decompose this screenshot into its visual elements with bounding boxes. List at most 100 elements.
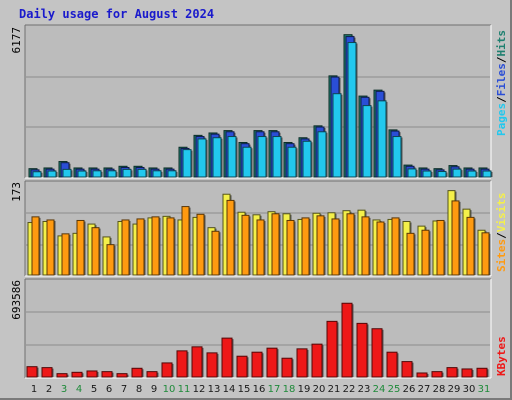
pages-bar-14 bbox=[227, 136, 237, 178]
kbytes-bar-3 bbox=[56, 373, 68, 378]
kbytes-bar-15 bbox=[236, 355, 248, 378]
pages-bar-1 bbox=[32, 171, 42, 178]
legend-separator: / bbox=[495, 232, 508, 239]
pages-bar-9 bbox=[152, 170, 162, 178]
x-tick-label-3: 3 bbox=[61, 384, 67, 395]
x-tick-label-17: 17 bbox=[268, 384, 281, 395]
x-tick-label-13: 13 bbox=[208, 384, 221, 395]
pages-bar-22 bbox=[347, 42, 357, 178]
sites-bar-19 bbox=[301, 217, 310, 276]
kbytes-bar-28 bbox=[431, 371, 443, 378]
sites-bar-9 bbox=[151, 216, 160, 276]
kbytes-bar-21 bbox=[326, 320, 338, 378]
pages-bar-30 bbox=[467, 170, 477, 178]
kbytes-bar-31 bbox=[476, 367, 488, 378]
sites-bar-22 bbox=[346, 213, 355, 276]
kbytes-bar-25 bbox=[386, 351, 398, 378]
y-scale-max-kbytes: 693586 bbox=[10, 280, 23, 320]
sites-bar-30 bbox=[466, 216, 475, 276]
sites-bar-11 bbox=[181, 206, 190, 276]
kbytes-bar-14 bbox=[221, 337, 233, 378]
x-tick-label-7: 7 bbox=[121, 384, 127, 395]
kbytes-bar-5 bbox=[86, 370, 98, 378]
kbytes-bar-27 bbox=[416, 372, 428, 378]
x-tick-label-14: 14 bbox=[223, 384, 236, 395]
sites-bar-25 bbox=[391, 217, 400, 276]
x-tick-label-1: 1 bbox=[31, 384, 37, 395]
pages-bar-19 bbox=[302, 140, 312, 178]
legend-files: Files bbox=[495, 63, 508, 96]
x-tick-label-23: 23 bbox=[358, 384, 371, 395]
x-tick-label-28: 28 bbox=[433, 384, 446, 395]
x-tick-label-21: 21 bbox=[328, 384, 341, 395]
x-tick-label-20: 20 bbox=[313, 384, 326, 395]
legend-visits-sites: Sites/Visits bbox=[495, 193, 508, 273]
x-tick-label-22: 22 bbox=[343, 384, 356, 395]
sites-bar-3 bbox=[61, 233, 70, 276]
kbytes-bar-23 bbox=[356, 322, 368, 378]
x-tick-label-29: 29 bbox=[448, 384, 461, 395]
sites-bar-24 bbox=[376, 221, 385, 276]
sites-bar-31 bbox=[481, 232, 490, 276]
pages-bar-12 bbox=[197, 138, 207, 178]
pages-bar-24 bbox=[377, 100, 387, 178]
x-tick-label-8: 8 bbox=[136, 384, 142, 395]
sites-bar-23 bbox=[361, 216, 370, 276]
pages-bar-15 bbox=[242, 146, 252, 178]
sites-bar-7 bbox=[121, 219, 130, 276]
kbytes-bar-19 bbox=[296, 348, 308, 378]
x-tick-label-5: 5 bbox=[91, 384, 97, 395]
pages-bar-10 bbox=[167, 170, 177, 178]
x-tick-label-9: 9 bbox=[151, 384, 157, 395]
page-title: Daily usage for August 2024 bbox=[19, 7, 215, 21]
x-tick-label-4: 4 bbox=[76, 384, 82, 395]
pages-bar-23 bbox=[362, 105, 372, 178]
pages-bar-17 bbox=[272, 136, 282, 178]
sites-bar-13 bbox=[211, 230, 220, 276]
x-tick-label-26: 26 bbox=[403, 384, 416, 395]
x-tick-label-15: 15 bbox=[238, 384, 251, 395]
x-tick-label-27: 27 bbox=[418, 384, 431, 395]
sites-bar-12 bbox=[196, 213, 205, 276]
pages-bar-26 bbox=[407, 168, 417, 178]
sites-bar-28 bbox=[436, 219, 445, 276]
pages-bar-8 bbox=[137, 168, 147, 178]
legend-kbytes: KBytes bbox=[495, 336, 508, 376]
legend-separator: / bbox=[495, 56, 508, 63]
pages-bar-7 bbox=[122, 168, 132, 178]
pages-bar-25 bbox=[392, 136, 402, 178]
pages-bar-28 bbox=[437, 171, 447, 178]
sites-bar-18 bbox=[286, 219, 295, 276]
x-tick-label-30: 30 bbox=[463, 384, 476, 395]
legend-visits: Visits bbox=[495, 193, 508, 233]
legend-hits: Hits bbox=[495, 30, 508, 57]
pages-bar-29 bbox=[452, 168, 462, 178]
x-tick-label-6: 6 bbox=[106, 384, 112, 395]
kbytes-bar-17 bbox=[266, 347, 278, 378]
kbytes-bar-22 bbox=[341, 302, 353, 378]
sites-bar-2 bbox=[46, 219, 55, 276]
kbytes-bar-13 bbox=[206, 352, 218, 378]
x-tick-label-16: 16 bbox=[253, 384, 266, 395]
pages-bar-27 bbox=[422, 170, 432, 178]
legend-hits-files-pages: Pages/Files/Hits bbox=[495, 30, 508, 136]
x-tick-label-19: 19 bbox=[298, 384, 311, 395]
pages-bar-31 bbox=[482, 170, 492, 178]
pages-bar-11 bbox=[182, 149, 192, 178]
kbytes-bar-2 bbox=[41, 367, 53, 378]
kbytes-bar-9 bbox=[146, 371, 158, 378]
kbytes-bar-7 bbox=[116, 373, 128, 378]
sites-bar-10 bbox=[166, 217, 175, 276]
sites-bar-1 bbox=[31, 216, 40, 276]
kbytes-bar-20 bbox=[311, 343, 323, 378]
kbytes-bar-26 bbox=[401, 361, 413, 378]
sites-bar-15 bbox=[241, 214, 250, 276]
pages-bar-5 bbox=[92, 170, 102, 178]
kbytes-bar-24 bbox=[371, 328, 383, 378]
kbytes-bar-30 bbox=[461, 368, 473, 378]
x-tick-label-12: 12 bbox=[193, 384, 206, 395]
kbytes-bar-10 bbox=[161, 362, 173, 378]
pages-bar-4 bbox=[77, 170, 87, 178]
sites-bar-21 bbox=[331, 218, 340, 276]
